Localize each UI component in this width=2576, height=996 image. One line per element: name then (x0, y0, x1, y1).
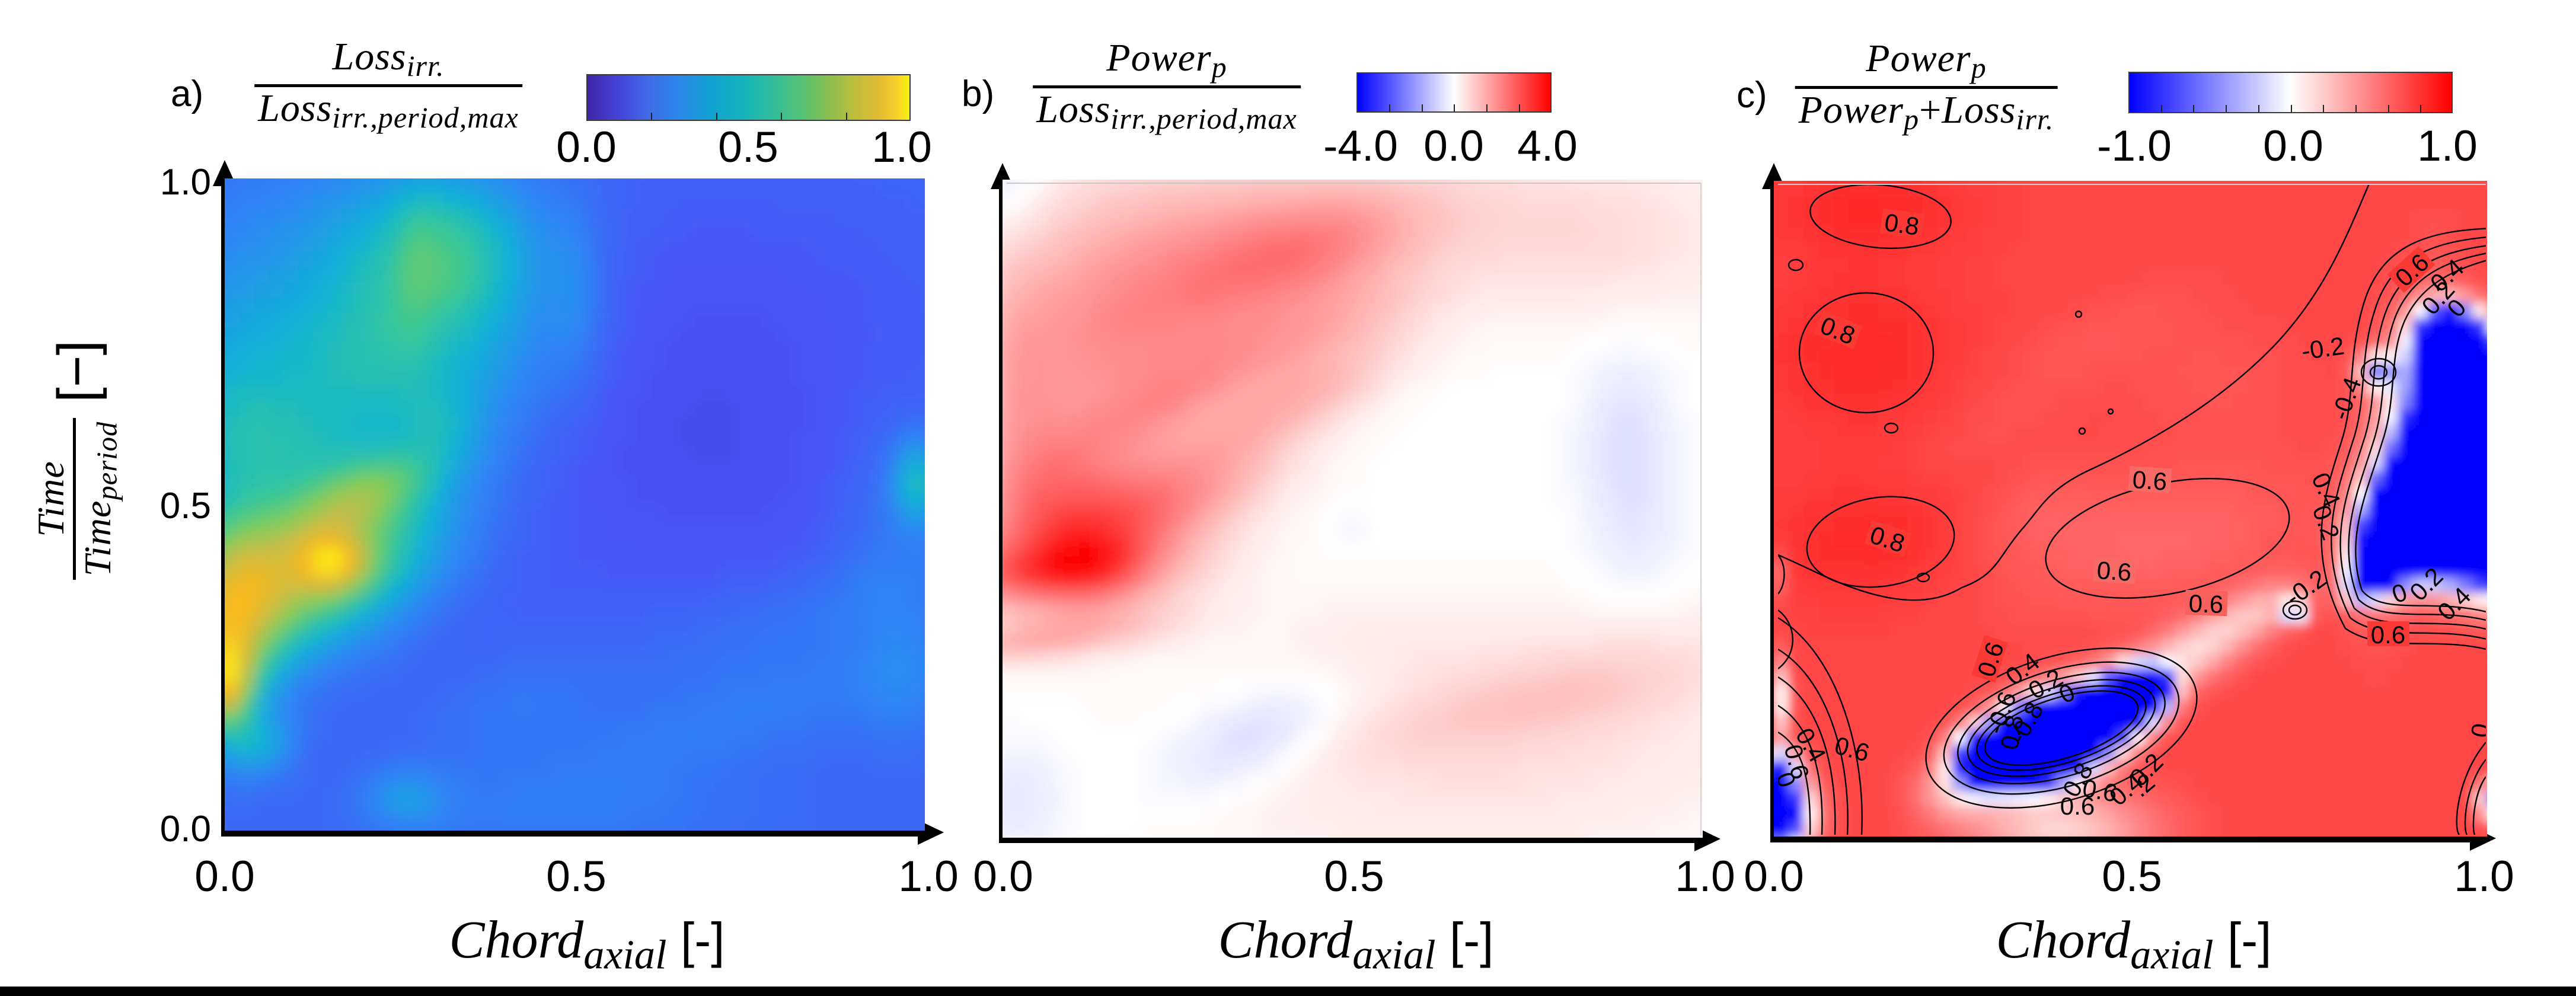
svg-text:0.8: 0.8 (1883, 208, 1921, 241)
svg-text:0.6: 0.6 (2188, 589, 2224, 618)
svg-text:0.6: 0.6 (2080, 774, 2119, 807)
svg-text:0.6: 0.6 (2131, 465, 2168, 496)
svg-text:0.6: 0.6 (1832, 731, 1873, 767)
svg-text:-0.4: -0.4 (2326, 374, 2367, 423)
svg-text:0: 0 (2465, 722, 2486, 740)
svg-text:0.6: 0.6 (2060, 792, 2095, 820)
svg-text:-0.2: -0.2 (2300, 331, 2346, 365)
svg-text:0.6: 0.6 (2096, 556, 2133, 586)
svg-text:0.2: 0.2 (2307, 502, 2345, 544)
svg-text:-0.2: -0.2 (2280, 564, 2331, 611)
svg-text:0.6: 0.6 (2371, 621, 2405, 649)
svg-text:0: 0 (1778, 768, 1802, 791)
svg-text:0.6: 0.6 (2390, 248, 2434, 292)
svg-text:0.8: 0.8 (1995, 713, 2028, 752)
